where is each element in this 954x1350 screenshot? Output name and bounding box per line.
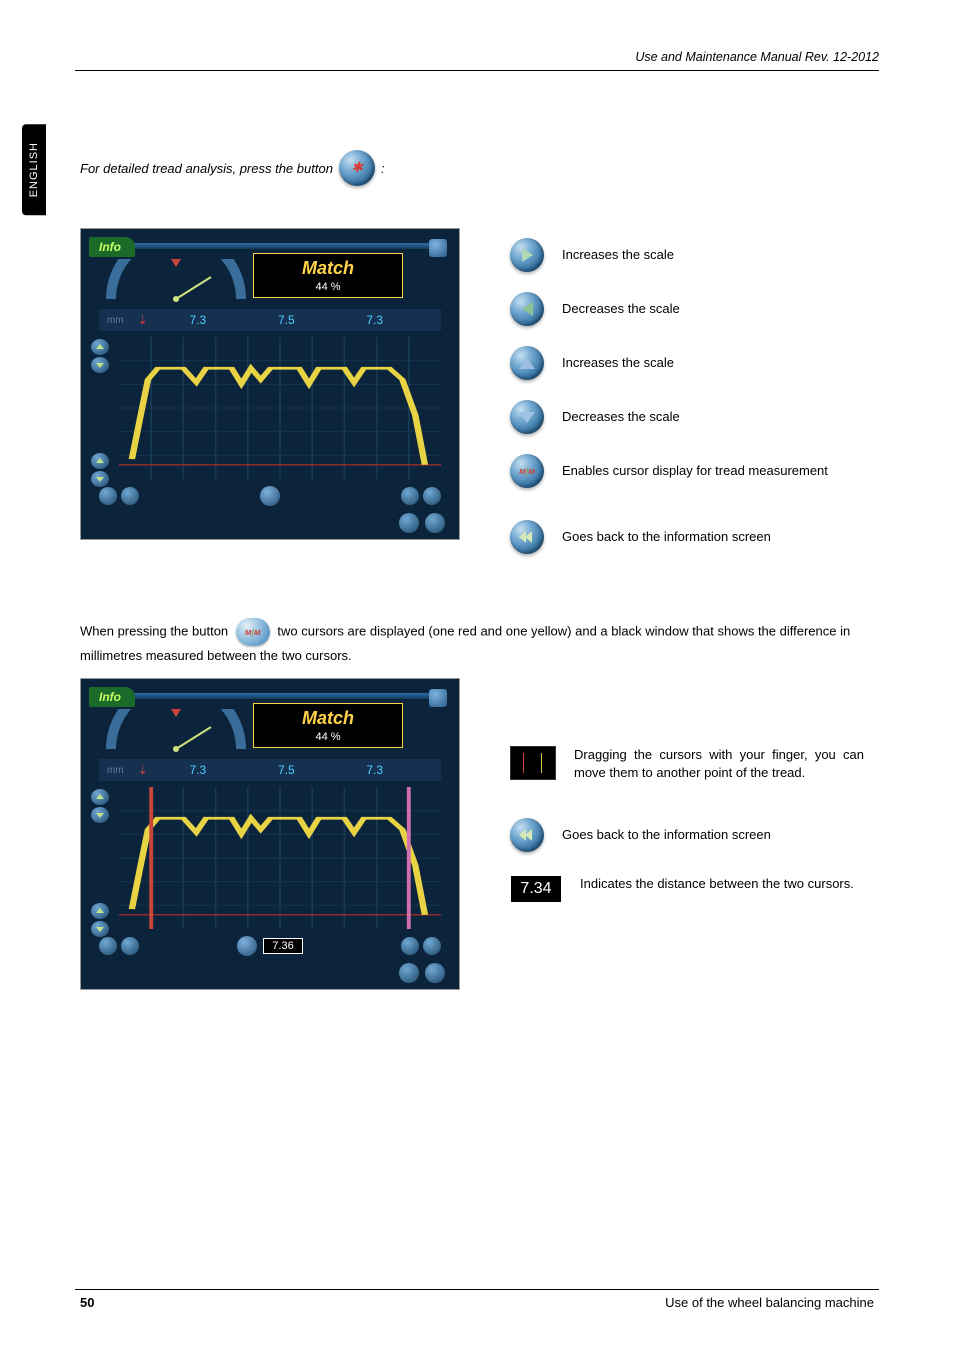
legend-text: Indicates the distance between the two c…	[580, 875, 854, 893]
scale-v-controls-lower[interactable]	[91, 451, 111, 489]
legend-back: Goes back to the information screen	[510, 520, 771, 554]
legend-text: Increases the scale	[562, 354, 674, 372]
scale-h-left[interactable]	[99, 487, 139, 505]
legend-increase-scale-h: Increases the scale	[510, 238, 674, 272]
mm-unit: mm	[99, 315, 132, 326]
arrow-left-icon[interactable]	[510, 292, 544, 326]
cursor-distance-badge: 7.34	[510, 875, 562, 903]
back-icon[interactable]	[425, 963, 445, 983]
tread-screen-basic: Info Match 44 % mm ⇣ 7.3 7.5 7.3	[80, 228, 460, 540]
mm-cursor-icon[interactable]: мįм	[236, 618, 270, 646]
info-tab: Info	[89, 687, 135, 707]
intro-suffix: :	[381, 161, 385, 176]
scale-h-right[interactable]	[401, 487, 441, 505]
legend-text: Goes back to the information screen	[562, 528, 771, 546]
scale-v-controls-lower[interactable]	[91, 901, 111, 939]
legend-text: Decreases the scale	[562, 408, 680, 426]
match-value: 44 %	[254, 731, 402, 743]
page-number: 50	[80, 1295, 94, 1310]
meas-1: 7.5	[242, 763, 330, 777]
cursor-para-prefix: When pressing the button	[80, 623, 228, 638]
legend-text: Decreases the scale	[562, 300, 680, 318]
language-tab: ENGLISH	[22, 124, 46, 215]
cursor-paragraph: When pressing the button мįм two cursors…	[80, 618, 879, 667]
footer-section: Use of the wheel balancing machine	[665, 1295, 874, 1310]
legend-drag-cursors: Dragging the cursors with your finger, y…	[510, 746, 864, 782]
intro-prefix: For detailed tread analysis, press the b…	[80, 161, 333, 176]
measurement-row: mm ⇣ 7.3 7.5 7.3	[99, 759, 441, 781]
footer-rule	[75, 1289, 879, 1290]
scale-v-controls-upper[interactable]	[91, 787, 111, 825]
legend-text: Goes back to the information screen	[562, 826, 771, 844]
measurement-row: mm ⇣ 7.3 7.5 7.3	[99, 309, 441, 331]
legend-text: Enables cursor display for tread measure…	[562, 462, 828, 480]
cursor-toggle-icon[interactable]	[260, 486, 280, 506]
match-value: 44 %	[254, 281, 402, 293]
tread-chart-cursors[interactable]	[119, 787, 441, 929]
scale-v-controls-upper[interactable]	[91, 337, 111, 375]
header-title: Use and Maintenance Manual Rev. 12-2012	[635, 50, 879, 64]
meas-1: 7.5	[242, 313, 330, 327]
mm-cursor-icon[interactable]: мįм	[510, 454, 544, 488]
cursor-distance-readout: 7.36	[263, 938, 302, 954]
match-label: Match	[254, 258, 402, 279]
legend-text: Dragging the cursors with your finger, y…	[574, 746, 864, 782]
match-panel: Match 44 %	[253, 253, 403, 298]
cursor-toggle-icon[interactable]	[237, 936, 257, 956]
tread-screen-cursors: Info Match 44 % mm ⇣ 7.3 7.5 7.3 7.36	[80, 678, 460, 990]
close-icon[interactable]	[429, 689, 447, 707]
back-icon[interactable]	[425, 513, 445, 533]
legend-increase-scale-v: Increases the scale	[510, 346, 674, 380]
legend-decrease-scale-v: Decreases the scale	[510, 400, 680, 434]
tread-analysis-icon[interactable]: ✱	[339, 150, 375, 186]
gauge-icon	[101, 709, 251, 755]
legend-text: Increases the scale	[562, 246, 674, 264]
legend-distance-value: 7.34 Indicates the distance between the …	[510, 875, 854, 903]
meas-2: 7.3	[331, 763, 419, 777]
arrow-right-icon[interactable]	[510, 238, 544, 272]
meas-0: 7.3	[154, 313, 242, 327]
gauge-icon	[101, 259, 251, 305]
meas-0: 7.3	[154, 763, 242, 777]
match-panel: Match 44 %	[253, 703, 403, 748]
legend-decrease-scale-h: Decreases the scale	[510, 292, 680, 326]
scale-h-right[interactable]	[401, 937, 441, 955]
close-icon[interactable]	[429, 239, 447, 257]
meas-2: 7.3	[331, 313, 419, 327]
cursor-thumb-icon	[510, 746, 556, 780]
legend-cursor-mode: мįм Enables cursor display for tread mea…	[510, 454, 828, 488]
info-tab: Info	[89, 237, 135, 257]
mm-unit: mm	[99, 765, 132, 776]
arrow-up-icon[interactable]	[510, 346, 544, 380]
scale-h-left[interactable]	[99, 937, 139, 955]
tread-chart	[119, 337, 441, 479]
print-icon[interactable]	[399, 963, 419, 983]
back-button-icon[interactable]	[510, 818, 544, 852]
back-button-icon[interactable]	[510, 520, 544, 554]
header-rule	[75, 70, 879, 71]
arrow-down-icon[interactable]	[510, 400, 544, 434]
print-icon[interactable]	[399, 513, 419, 533]
legend-back-2: Goes back to the information screen	[510, 818, 771, 852]
match-label: Match	[254, 708, 402, 729]
intro-line: For detailed tread analysis, press the b…	[80, 150, 385, 186]
